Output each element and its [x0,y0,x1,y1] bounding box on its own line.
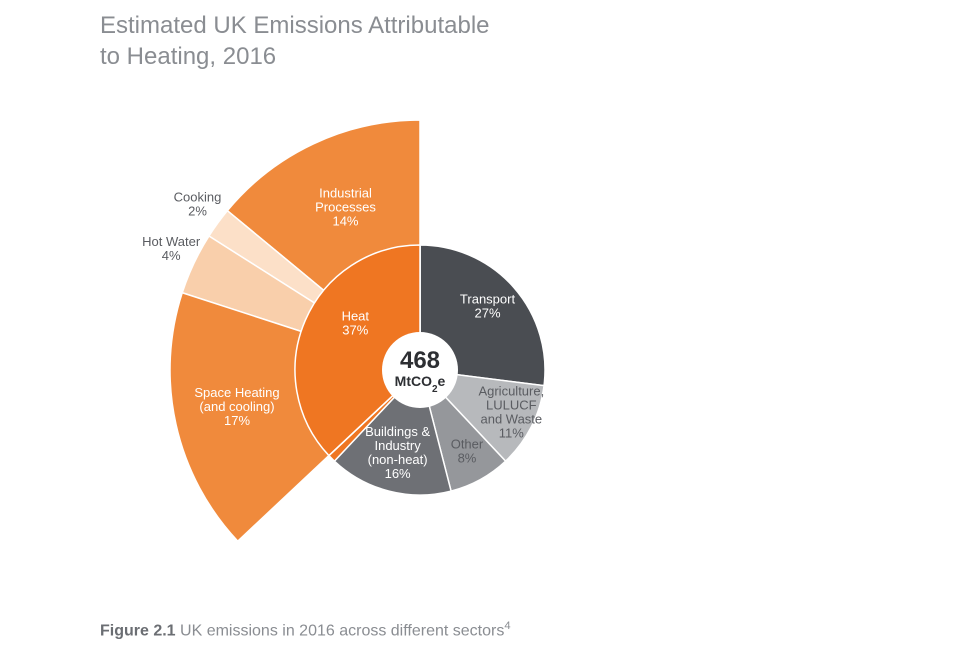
svg-text:Hot Water4%: Hot Water4% [142,234,201,263]
svg-text:Heat37%: Heat37% [342,308,370,337]
figure-text: UK emissions in 2016 across different se… [176,622,505,639]
figure-number: Figure 2.1 [100,622,176,639]
svg-text:Cooking2%: Cooking2% [174,189,222,218]
emissions-pie-chart: Transport27%Agriculture,LULUCFand Waste1… [0,0,956,655]
center-value: 468 [400,347,440,374]
figure-caption: Figure 2.1 UK emissions in 2016 across d… [100,620,511,640]
figure-superscript: 4 [504,620,510,632]
